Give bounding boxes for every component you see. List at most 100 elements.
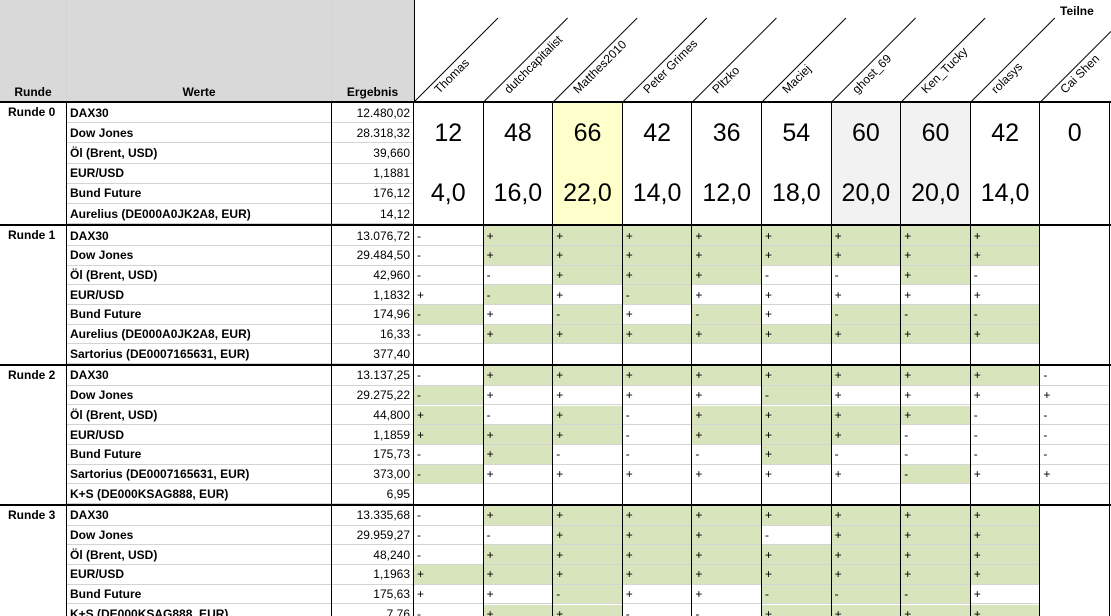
pick-cell: - xyxy=(901,464,971,485)
score-cell: 16,0 xyxy=(483,163,554,225)
points-cell: 0 xyxy=(1040,103,1110,164)
pick-cell: + xyxy=(553,545,623,566)
header-diagonal xyxy=(622,17,708,102)
pick-cell: + xyxy=(622,464,693,485)
result-value: 175,63 xyxy=(332,584,414,605)
pick-cell: - xyxy=(622,444,693,465)
asset-name: Bund Future xyxy=(67,584,332,605)
pick-cell: + xyxy=(831,525,902,546)
result-value: 42,960 xyxy=(332,265,414,286)
pick-cell: + xyxy=(483,444,554,465)
pick-cell: + xyxy=(692,506,762,526)
pick-cell: - xyxy=(762,584,832,605)
pick-cell: + xyxy=(970,464,1041,485)
pick-cell: + xyxy=(692,425,762,445)
pick-cell: - xyxy=(414,444,484,465)
header-diagonals xyxy=(413,17,1111,102)
result-value: 29.959,27 xyxy=(332,525,414,546)
points-cell: 42 xyxy=(622,103,693,164)
score-bg xyxy=(1040,163,1110,225)
pick-cell: + xyxy=(692,285,762,305)
result-value: 44,800 xyxy=(332,405,414,426)
pick-cell: - xyxy=(622,425,693,445)
points-cell: 42 xyxy=(970,103,1041,164)
pick-cell: + xyxy=(831,506,902,526)
pick-cell: + xyxy=(692,366,762,386)
pick-cell: - xyxy=(1040,405,1110,426)
pick-cell: + xyxy=(692,545,762,566)
pick-cell: + xyxy=(762,305,832,325)
asset-name: Dow Jones xyxy=(67,525,332,546)
border xyxy=(1039,102,1041,616)
pick-cell: - xyxy=(414,245,484,266)
pick-cell: - xyxy=(414,385,484,406)
round-label: Runde 2 xyxy=(8,368,56,383)
pick-cell: + xyxy=(692,226,762,246)
pick-cell: + xyxy=(970,525,1041,546)
pick-cell: + xyxy=(901,525,971,546)
pick-cell: + xyxy=(831,425,902,445)
pick-cell: - xyxy=(414,545,484,566)
pick-cell: + xyxy=(970,385,1041,406)
pick-cell: + xyxy=(762,506,832,526)
border xyxy=(900,102,902,616)
asset-name: Sartorius (DE0007165631, EUR) xyxy=(67,464,332,485)
pick-cell: - xyxy=(414,305,484,325)
asset-name: K+S (DE000KSAG888, EUR) xyxy=(67,604,332,616)
asset-name: DAX30 xyxy=(67,103,332,124)
pick-cell: + xyxy=(970,285,1041,305)
border xyxy=(691,102,693,616)
result-value: 48,240 xyxy=(332,545,414,566)
score-cell: 20,0 xyxy=(901,163,971,225)
pick-cell: - xyxy=(414,324,484,345)
pick-cell: - xyxy=(1040,366,1110,386)
pick-cell: - xyxy=(414,265,484,286)
asset-name: Dow Jones xyxy=(67,245,332,266)
border xyxy=(0,504,1111,506)
pick-cell: - xyxy=(483,285,554,305)
pick-cell: + xyxy=(970,604,1041,616)
result-value: 6,95 xyxy=(332,484,414,504)
border xyxy=(331,102,332,616)
pick-cell: - xyxy=(1040,444,1110,465)
pick-cell: + xyxy=(483,604,554,616)
asset-name: Dow Jones xyxy=(67,123,332,144)
pick-cell: + xyxy=(483,584,554,605)
asset-name: EUR/USD xyxy=(67,285,332,305)
pick-cell: + xyxy=(901,604,971,616)
pick-cell: + xyxy=(762,245,832,266)
asset-name: Dow Jones xyxy=(67,385,332,406)
pick-cell: + xyxy=(970,245,1041,266)
header-diagonal xyxy=(483,17,568,102)
pick-cell: - xyxy=(414,604,484,616)
pick-cell: - xyxy=(831,444,902,465)
pick-cell: + xyxy=(414,405,484,426)
pick-cell: + xyxy=(553,265,623,286)
border xyxy=(969,102,971,616)
result-value: 12.480,02 xyxy=(332,103,414,124)
pick-cell: + xyxy=(762,604,832,616)
pick-cell: - xyxy=(553,305,623,325)
asset-name: Sartorius (DE0007165631, EUR) xyxy=(67,344,332,365)
pick-cell: - xyxy=(692,604,762,616)
asset-name: EUR/USD xyxy=(67,163,332,184)
pick-cell: + xyxy=(692,245,762,266)
pick-cell: + xyxy=(762,226,832,246)
pick-cell: + xyxy=(692,324,762,345)
points-cell: 12 xyxy=(414,103,484,164)
pick-cell: + xyxy=(762,565,832,585)
pick-cell: + xyxy=(692,584,762,605)
pick-cell: + xyxy=(622,565,693,585)
pick-cell: + xyxy=(762,464,832,485)
pick-cell: + xyxy=(553,464,623,485)
pick-cell: + xyxy=(414,285,484,305)
asset-name: Bund Future xyxy=(67,444,332,465)
result-value: 1,1881 xyxy=(332,163,414,184)
pick-cell: + xyxy=(483,305,554,325)
header-diagonal xyxy=(1040,30,1111,102)
pick-cell: + xyxy=(553,506,623,526)
result-value: 29.275,22 xyxy=(332,385,414,406)
pick-cell: + xyxy=(901,245,971,266)
pick-cell: - xyxy=(831,584,902,605)
